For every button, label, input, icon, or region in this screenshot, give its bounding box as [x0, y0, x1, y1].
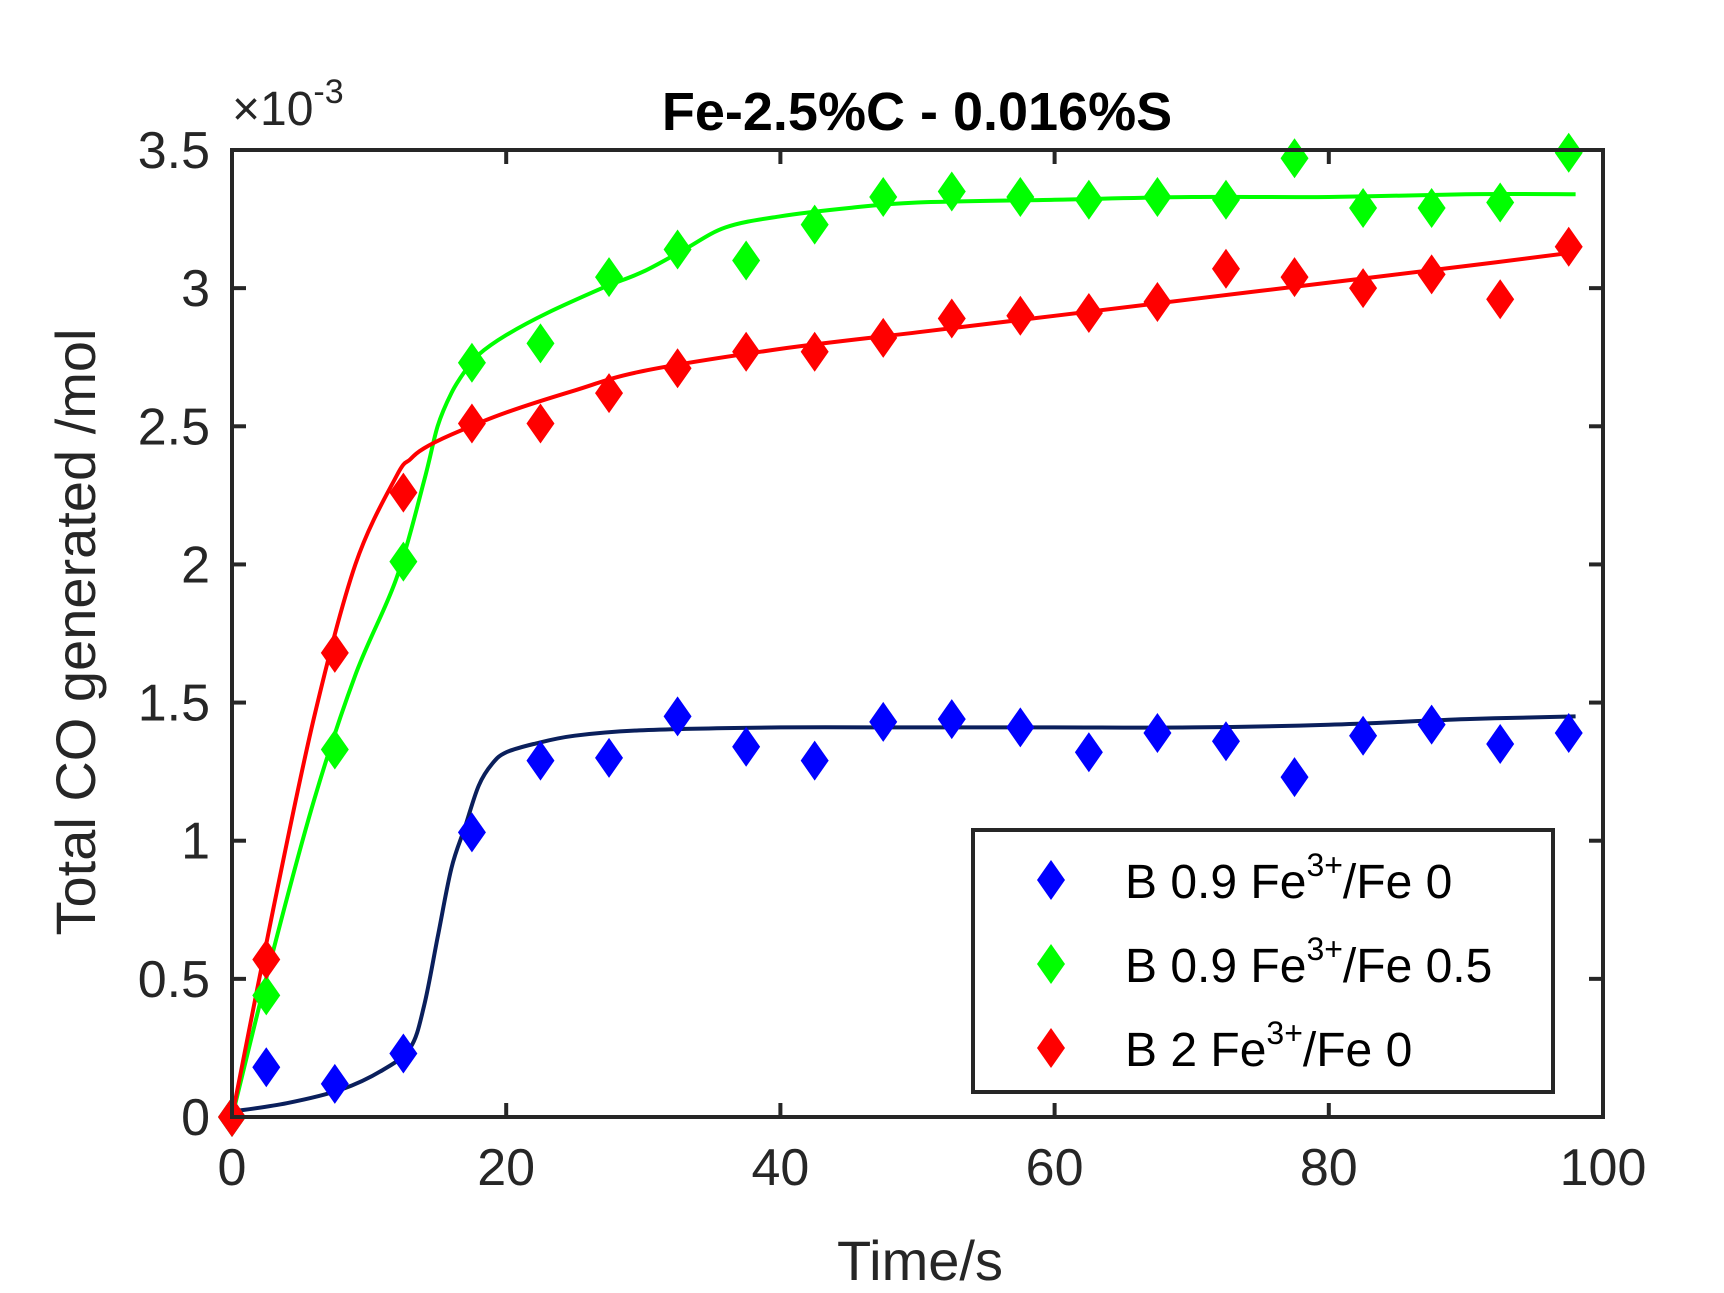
fit-line-series-3: [230, 250, 1576, 1118]
legend-marker-series-3: [1037, 1028, 1065, 1068]
x-tick-label: 100: [1560, 1139, 1647, 1197]
data-point-series-1: [663, 696, 692, 737]
data-point-series-1: [389, 1033, 418, 1074]
data-point-series-3: [1417, 254, 1446, 295]
y-tick-label: 1: [181, 813, 210, 871]
data-point-series-2: [663, 229, 692, 270]
y-tick-label: 2.5: [138, 398, 210, 456]
data-point-series-2: [389, 541, 418, 582]
data-point-series-2: [869, 176, 898, 217]
y-tick-label: 0: [181, 1089, 210, 1147]
data-point-series-1: [1074, 732, 1103, 773]
y-tick-label: 1.5: [138, 675, 210, 733]
data-point-series-1: [1006, 707, 1035, 748]
plot-frame: [230, 148, 1605, 1119]
data-point-series-1: [869, 701, 898, 742]
data-point-series-2: [1143, 176, 1172, 217]
data-point-series-1: [732, 726, 761, 767]
data-point-series-1: [595, 737, 624, 778]
data-point-series-1: [1554, 712, 1583, 753]
x-tick-label: 80: [1300, 1139, 1358, 1197]
data-point-series-1: [1349, 715, 1378, 756]
data-point-series-1: [800, 740, 829, 781]
data-point-series-3: [1006, 295, 1035, 336]
x-axis-label: Time/s: [837, 1229, 1003, 1292]
data-point-series-2: [252, 975, 281, 1016]
y-multiplier-base: ×10: [232, 83, 313, 136]
x-tick-label: 60: [1026, 1139, 1084, 1197]
y-axis-multiplier: ×10-3: [232, 73, 344, 136]
x-tick-label: 40: [751, 1139, 809, 1197]
legend-label-series-3: B 2 Fe3+/Fe 0: [1125, 1015, 1412, 1077]
data-point-series-3: [937, 298, 966, 339]
legend-marker-series-2: [1037, 944, 1065, 984]
x-tick-label: 20: [477, 1139, 535, 1197]
data-point-series-3: [457, 403, 486, 444]
data-point-series-3: [595, 373, 624, 414]
data-point-series-3: [1486, 279, 1515, 320]
data-point-series-2: [1074, 179, 1103, 220]
data-point-series-3: [663, 348, 692, 389]
data-point-series-2: [595, 257, 624, 298]
data-point-series-3: [800, 331, 829, 372]
data-point-series-3: [1349, 268, 1378, 309]
y-axis-label: Total CO generated /mol: [44, 329, 107, 936]
data-point-series-1: [320, 1063, 349, 1104]
legend-marker-series-1: [1037, 860, 1065, 900]
y-multiplier-exponent: -3: [313, 73, 343, 111]
data-point-series-3: [320, 632, 349, 673]
data-point-series-2: [1211, 179, 1240, 220]
data-point-series-1: [526, 740, 555, 781]
legend-box: [971, 828, 1555, 1094]
data-point-series-3: [1554, 226, 1583, 267]
legend: B 0.9 Fe3+/Fe 0 B 0.9 Fe3+/Fe 0.5 B 2 Fe3+…: [971, 828, 1555, 1094]
chart-title: Fe-2.5%C - 0.016%S: [662, 82, 1172, 142]
data-point-series-1: [457, 812, 486, 853]
data-point-series-2: [800, 204, 829, 245]
legend-label-series-1: B 0.9 Fe3+/Fe 0: [1125, 847, 1452, 909]
data-point-series-2: [732, 240, 761, 281]
data-point-series-1: [1211, 721, 1240, 762]
data-point-series-2: [1554, 132, 1583, 173]
data-point-series-2: [526, 323, 555, 364]
data-point-series-2: [1349, 188, 1378, 229]
data-point-series-3: [1280, 257, 1309, 298]
data-point-series-2: [1006, 176, 1035, 217]
y-tick-label: 0.5: [138, 951, 210, 1009]
data-point-series-3: [252, 939, 281, 980]
data-point-series-2: [457, 342, 486, 383]
data-point-series-2: [1417, 188, 1446, 229]
data-point-series-3: [389, 472, 418, 513]
data-point-series-1: [937, 699, 966, 740]
y-tick-label: 2: [181, 536, 210, 594]
y-tick-label: 3.5: [138, 122, 210, 180]
data-point-series-1: [1417, 704, 1446, 745]
data-point-series-1: [1486, 724, 1515, 765]
data-point-series-1: [252, 1047, 281, 1088]
data-point-series-3: [526, 403, 555, 444]
x-tick-label: 0: [218, 1139, 247, 1197]
data-point-series-3: [1143, 281, 1172, 322]
data-point-series-3: [1211, 248, 1240, 289]
data-point-series-3: [1074, 293, 1103, 334]
data-point-series-2: [320, 729, 349, 770]
data-point-series-2: [1486, 182, 1515, 223]
data-point-series-3: [869, 317, 898, 358]
y-tick-label: 3: [181, 260, 210, 318]
data-point-series-2: [937, 171, 966, 212]
data-point-series-1: [1280, 757, 1309, 798]
data-point-series-1: [1143, 712, 1172, 753]
legend-label-series-2: B 0.9 Fe3+/Fe 0.5: [1125, 931, 1492, 993]
data-point-series-3: [732, 331, 761, 372]
